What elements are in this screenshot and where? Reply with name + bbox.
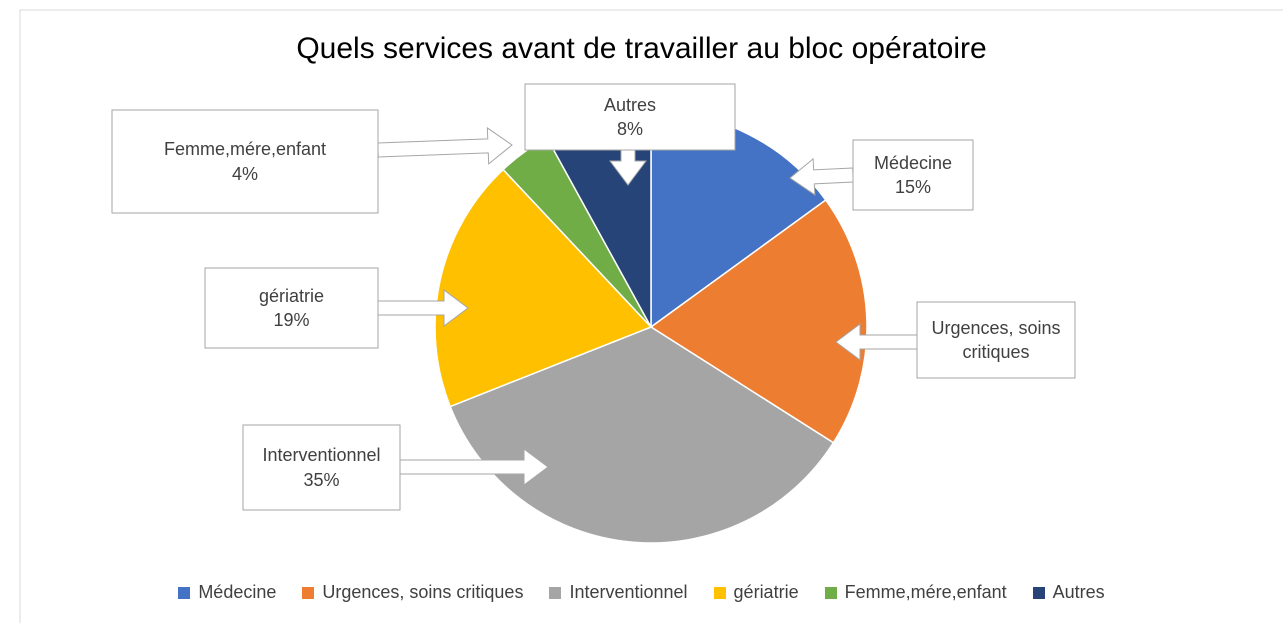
data-label: Femme,mére,enfant 4% [120,110,370,213]
callout-box [242,424,401,511]
legend-item: Autres [1032,582,1105,603]
legend-label: Femme,mére,enfant [844,582,1007,602]
legend-item: Urgences, soins critiques [302,582,523,603]
legend-label: Urgences, soins critiques [322,582,524,602]
chart-title: Quels services avant de travailler au bl… [296,32,987,65]
data-label-value: 4% [231,163,258,184]
legend-item: Médecine [178,582,276,603]
data-label: Interventionnel 35% [251,425,392,510]
legend-label: Médecine [198,582,277,602]
data-label-name: Autres [603,94,657,115]
legend-item: gériatrie [713,582,799,603]
callout-arrow [789,157,854,196]
legend-item: Femme,mére,enfant [824,582,1007,603]
data-label-value: 8% [616,119,643,139]
callout-box [916,301,1076,379]
legend-swatch [1032,586,1045,599]
callout-arrow [377,289,469,327]
callout-box [852,139,974,211]
callout-arrow [835,323,918,361]
callout-box [204,267,379,349]
pie-slice [434,168,653,408]
callout-arrow [377,126,513,165]
legend-label: Interventionnel [569,582,688,602]
legend-item: Interventionnel [549,582,688,603]
legend-label: Autres [1052,582,1105,602]
data-label-name: Interventionnel [262,445,381,466]
data-label-name: Femme,mére,enfant [163,139,327,160]
callout-box [111,109,379,214]
data-label-value: 19% [273,310,310,330]
pie-slice [649,198,868,444]
legend-swatch [302,586,315,599]
legend-swatch [178,586,191,599]
data-label: gériatrie 19% [213,268,370,348]
legend: Médecine Urgences, soins critiques Interve… [0,582,1283,603]
legend-label: gériatrie [733,582,799,602]
callout-arrow [399,448,549,486]
chart-border [19,9,1283,623]
data-label-name: Urgences, soins critiques [931,317,1061,362]
data-label: Médecine 15% [861,140,965,210]
legend-swatch [824,586,837,599]
legend-swatch [713,586,726,599]
data-label-name: Médecine [873,152,953,173]
data-label-name: gériatrie [258,285,325,306]
callout-box [524,83,736,151]
callouts [111,83,1076,511]
legend-swatch [549,586,562,599]
data-label-value: 15% [894,177,932,197]
data-label: Autres 8% [533,84,727,150]
callout-arrow [609,149,647,186]
data-label: Urgences, soins critiques [925,302,1067,378]
data-label-value: 35% [303,469,340,490]
